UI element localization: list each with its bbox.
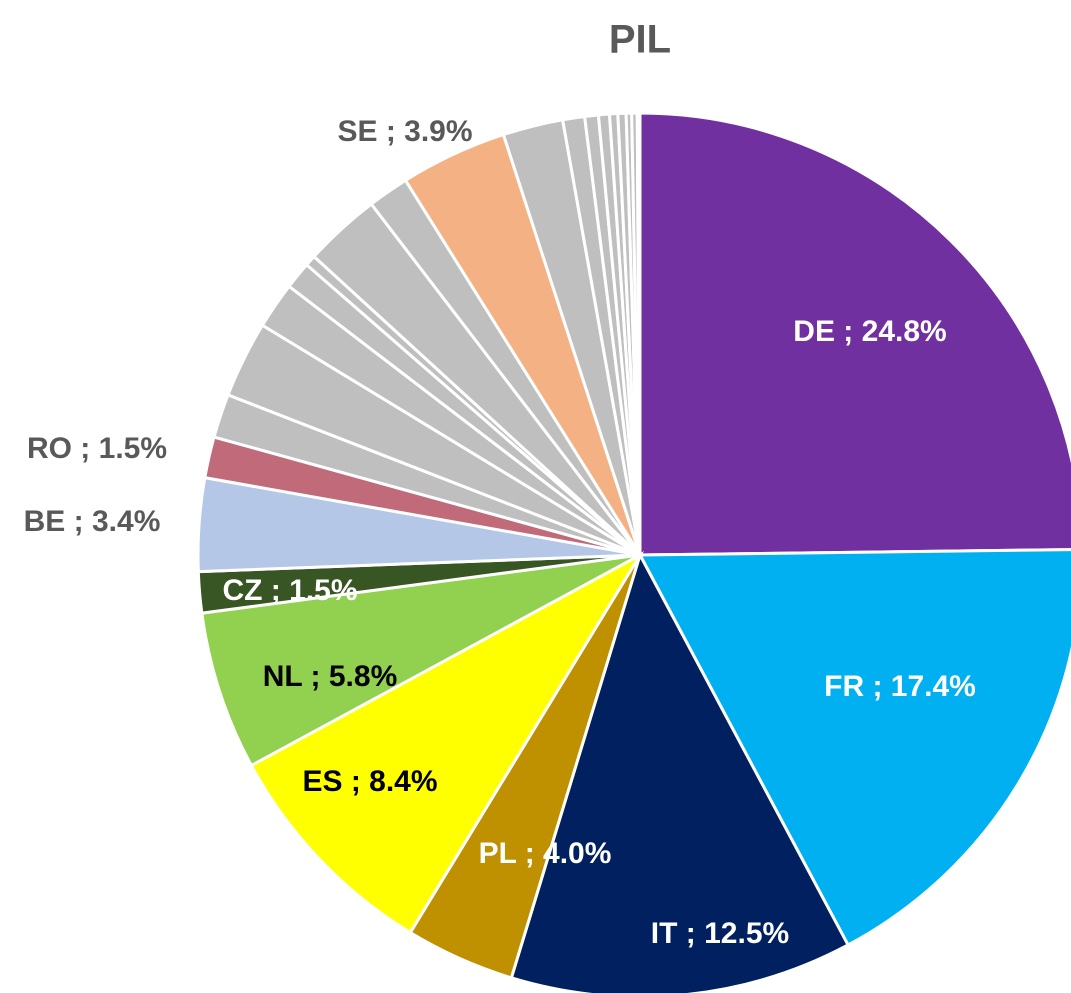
data-label: IT ; 12.5% <box>651 917 789 950</box>
data-label: CZ ; 1.5% <box>222 574 357 607</box>
label-separator: ; <box>72 432 99 465</box>
label-category: PL <box>479 837 517 870</box>
data-label: RO ; 1.5% <box>27 432 167 465</box>
label-separator: ; <box>516 837 543 870</box>
pie-slice <box>638 111 1071 557</box>
label-value: 1.5% <box>289 574 357 607</box>
label-separator: ; <box>65 505 92 538</box>
label-separator: ; <box>262 574 289 607</box>
label-value: 4.0% <box>543 837 611 870</box>
data-label: PL ; 4.0% <box>479 837 612 870</box>
pie-slice <box>637 548 1071 948</box>
pie-slice <box>249 551 645 935</box>
label-value: 12.5% <box>704 917 789 950</box>
label-separator: ; <box>342 765 369 798</box>
label-value: 1.5% <box>99 432 167 465</box>
label-category: CZ <box>222 574 262 607</box>
label-separator: ; <box>835 315 862 348</box>
label-category: BE <box>24 505 66 538</box>
chart-title: PIL <box>609 18 671 62</box>
label-value: 3.4% <box>92 505 160 538</box>
label-separator: ; <box>377 115 404 148</box>
data-label: SE ; 3.9% <box>337 115 472 148</box>
data-label: FR ; 17.4% <box>824 670 976 703</box>
label-separator: ; <box>302 660 329 693</box>
label-category: DE <box>793 315 835 348</box>
label-value: 24.8% <box>862 315 947 348</box>
label-value: 17.4% <box>891 670 976 703</box>
label-value: 3.9% <box>404 115 472 148</box>
data-label: ES ; 8.4% <box>302 765 437 798</box>
label-category: NL <box>263 660 303 693</box>
label-separator: ; <box>677 917 704 950</box>
label-category: IT <box>651 917 678 950</box>
pie-slice <box>509 551 851 993</box>
pie-slice <box>635 111 642 556</box>
data-label: NL ; 5.8% <box>263 660 398 693</box>
label-category: ES <box>302 765 342 798</box>
pie-slice <box>200 553 641 768</box>
label-category: FR <box>824 670 864 703</box>
label-value: 8.4% <box>369 765 437 798</box>
data-label: BE ; 3.4% <box>24 505 161 538</box>
label-category: SE <box>337 115 377 148</box>
label-category: RO <box>27 432 72 465</box>
label-value: 5.8% <box>329 660 397 693</box>
label-separator: ; <box>864 670 891 703</box>
data-label: DE ; 24.8% <box>793 315 946 348</box>
